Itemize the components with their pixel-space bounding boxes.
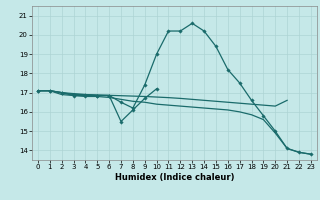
X-axis label: Humidex (Indice chaleur): Humidex (Indice chaleur) bbox=[115, 173, 234, 182]
